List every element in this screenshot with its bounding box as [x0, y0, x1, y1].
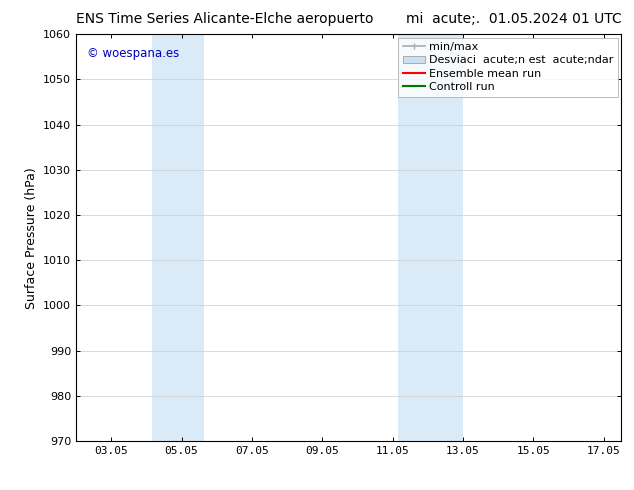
- Text: ENS Time Series Alicante-Elche aeropuerto: ENS Time Series Alicante-Elche aeropuert…: [76, 12, 373, 26]
- Bar: [152, 34, 205, 441]
- Text: © woespana.es: © woespana.es: [87, 47, 179, 59]
- Legend: min/max, Desviaci  acute;n est  acute;ndar, Ensemble mean run, Controll run: min/max, Desviaci acute;n est acute;ndar…: [398, 38, 618, 97]
- Text: mi  acute;.  01.05.2024 01 UTC: mi acute;. 01.05.2024 01 UTC: [406, 12, 621, 26]
- Y-axis label: Surface Pressure (hPa): Surface Pressure (hPa): [25, 167, 37, 309]
- Bar: [398, 34, 463, 441]
